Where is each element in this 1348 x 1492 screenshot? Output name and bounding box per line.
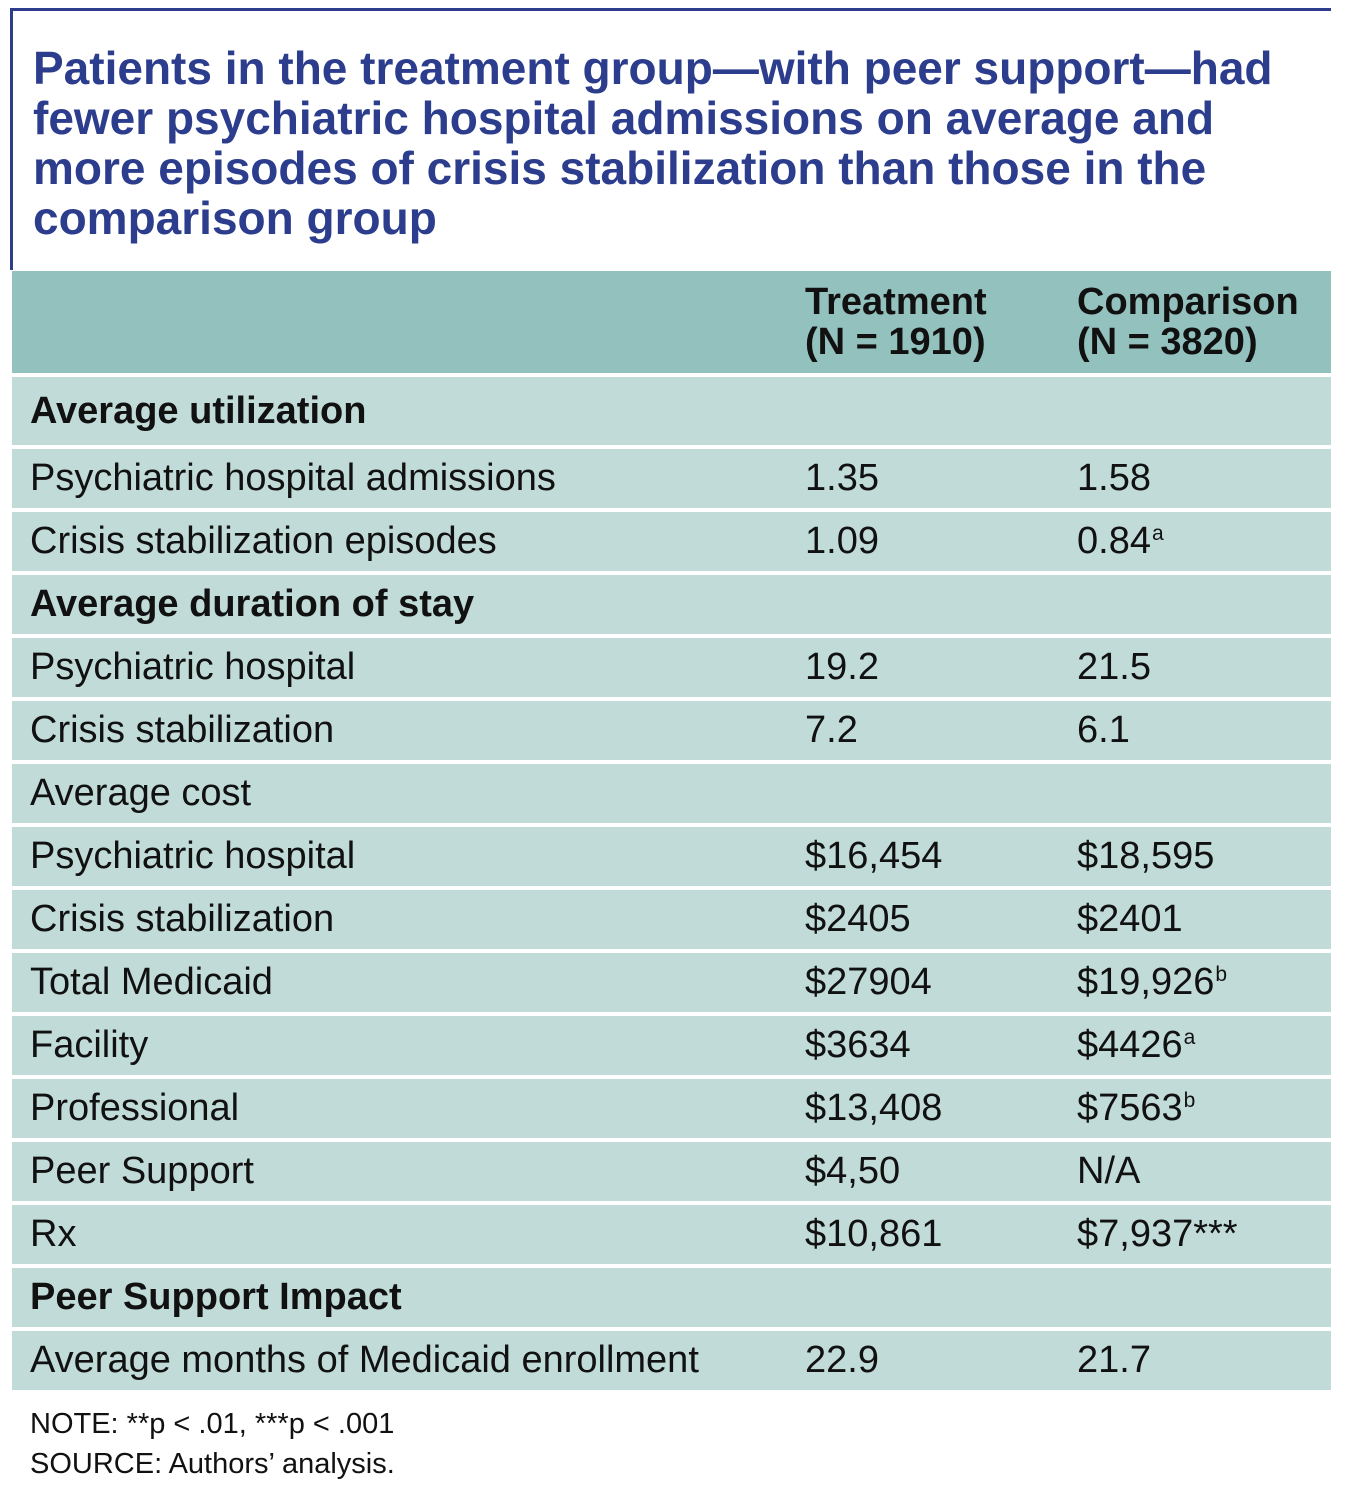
row-label: Rx — [12, 1203, 787, 1268]
comparison-cell: 0.84a — [1044, 510, 1331, 575]
comparison-cell — [1044, 573, 1331, 638]
row-label: Professional — [12, 1077, 787, 1142]
comparison-value: N/A — [1077, 1150, 1141, 1192]
header-comparison: Comparison (N = 3820) — [1044, 271, 1331, 377]
table-title: Patients in the treatment group—with pee… — [33, 42, 1273, 244]
comparison-cell: N/A — [1044, 1140, 1331, 1205]
table-row: Rx $10,861 $7,937*** — [12, 1203, 1331, 1268]
comparison-cell: $7563b — [1044, 1077, 1331, 1142]
row-label: Peer Support — [12, 1140, 787, 1205]
header-row: Treatment (N = 1910) Comparison (N = 382… — [12, 271, 1331, 377]
row-label: Crisis stabilization episodes — [12, 510, 787, 575]
table-row: Professional $13,408 $7563b — [12, 1077, 1331, 1142]
row-label: Average utilization — [12, 375, 787, 449]
table-row: Average cost — [12, 762, 1331, 827]
footnote-marker: b — [1215, 963, 1228, 986]
treatment-value — [787, 573, 1044, 638]
footer: NOTE: **p < .01, ***p < .001 SOURCE: Aut… — [30, 1404, 395, 1484]
treatment-value: $4,50 — [787, 1140, 1044, 1205]
row-label: Average duration of stay — [12, 573, 787, 638]
header-treatment-n: (N = 1910) — [805, 321, 986, 363]
comparison-value: $19,926 — [1077, 961, 1215, 1003]
comparison-value: $7563 — [1077, 1087, 1183, 1129]
treatment-value — [787, 1266, 1044, 1331]
comparison-cell: 1.58 — [1044, 447, 1331, 512]
treatment-value: $10,861 — [787, 1203, 1044, 1268]
header-comparison-label: Comparison — [1077, 281, 1299, 323]
comparison-cell — [1044, 762, 1331, 827]
data-table: Treatment (N = 1910) Comparison (N = 382… — [12, 271, 1331, 1394]
comparison-value: $2401 — [1077, 898, 1183, 940]
comparison-value: 21.7 — [1077, 1339, 1151, 1381]
treatment-value: $13,408 — [787, 1077, 1044, 1142]
section-row: Average duration of stay — [12, 573, 1331, 638]
treatment-value: $2405 — [787, 888, 1044, 953]
treatment-value: $16,454 — [787, 825, 1044, 890]
footnote-marker: a — [1183, 1026, 1196, 1049]
footnote-marker: b — [1183, 1089, 1196, 1112]
treatment-value: 1.09 — [787, 510, 1044, 575]
comparison-value: 21.5 — [1077, 646, 1151, 688]
comparison-value: $4426 — [1077, 1024, 1183, 1066]
footnote-marker: a — [1151, 522, 1164, 545]
row-label: Psychiatric hospital — [12, 825, 787, 890]
header-blank — [12, 271, 787, 377]
treatment-value: 7.2 — [787, 699, 1044, 764]
comparison-cell: $2401 — [1044, 888, 1331, 953]
treatment-value — [787, 375, 1044, 449]
row-label: Average cost — [12, 762, 787, 827]
comparison-cell: 21.7 — [1044, 1329, 1331, 1394]
table-row: Peer Support $4,50 N/A — [12, 1140, 1331, 1205]
treatment-value: 1.35 — [787, 447, 1044, 512]
comparison-value: $18,595 — [1077, 835, 1215, 877]
treatment-value: $27904 — [787, 951, 1044, 1016]
comparison-cell: 21.5 — [1044, 636, 1331, 701]
row-label: Crisis stabilization — [12, 888, 787, 953]
title-block: Patients in the treatment group—with pee… — [10, 8, 1331, 270]
treatment-value: 22.9 — [787, 1329, 1044, 1394]
table-row: Crisis stabilization $2405 $2401 — [12, 888, 1331, 953]
comparison-cell — [1044, 375, 1331, 449]
treatment-value: $3634 — [787, 1014, 1044, 1079]
table-row: Psychiatric hospital $16,454 $18,595 — [12, 825, 1331, 890]
section-row: Average utilization — [12, 375, 1331, 449]
table-row: Total Medicaid $27904 $19,926b — [12, 951, 1331, 1016]
table-row: Psychiatric hospital 19.2 21.5 — [12, 636, 1331, 701]
comparison-cell: $7,937*** — [1044, 1203, 1331, 1268]
table-row: Crisis stabilization episodes 1.09 0.84a — [12, 510, 1331, 575]
row-label: Average months of Medicaid enrollment — [12, 1329, 787, 1394]
row-label: Psychiatric hospital admissions — [12, 447, 787, 512]
table-row: Average months of Medicaid enrollment 22… — [12, 1329, 1331, 1394]
header-treatment-label: Treatment — [805, 281, 987, 323]
row-label: Facility — [12, 1014, 787, 1079]
table-row: Facility $3634 $4426a — [12, 1014, 1331, 1079]
footer-source: SOURCE: Authors’ analysis. — [30, 1448, 395, 1480]
comparison-cell: $4426a — [1044, 1014, 1331, 1079]
header-treatment: Treatment (N = 1910) — [787, 271, 1044, 377]
footer-note: NOTE: **p < .01, ***p < .001 — [30, 1408, 395, 1440]
comparison-cell: $19,926b — [1044, 951, 1331, 1016]
comparison-cell: 6.1 — [1044, 699, 1331, 764]
table-row: Crisis stabilization 7.2 6.1 — [12, 699, 1331, 764]
row-label: Crisis stabilization — [12, 699, 787, 764]
table-row: Psychiatric hospital admissions 1.35 1.5… — [12, 447, 1331, 512]
treatment-value — [787, 762, 1044, 827]
section-row: Peer Support Impact — [12, 1266, 1331, 1331]
row-label: Psychiatric hospital — [12, 636, 787, 701]
treatment-value: 19.2 — [787, 636, 1044, 701]
comparison-value: 1.58 — [1077, 457, 1151, 499]
comparison-cell — [1044, 1266, 1331, 1331]
row-label: Peer Support Impact — [12, 1266, 787, 1331]
comparison-value: 0.84 — [1077, 520, 1151, 562]
comparison-cell: $18,595 — [1044, 825, 1331, 890]
comparison-value: 6.1 — [1077, 709, 1130, 751]
row-label: Total Medicaid — [12, 951, 787, 1016]
comparison-value: $7,937*** — [1077, 1213, 1238, 1255]
header-comparison-n: (N = 3820) — [1077, 321, 1258, 363]
